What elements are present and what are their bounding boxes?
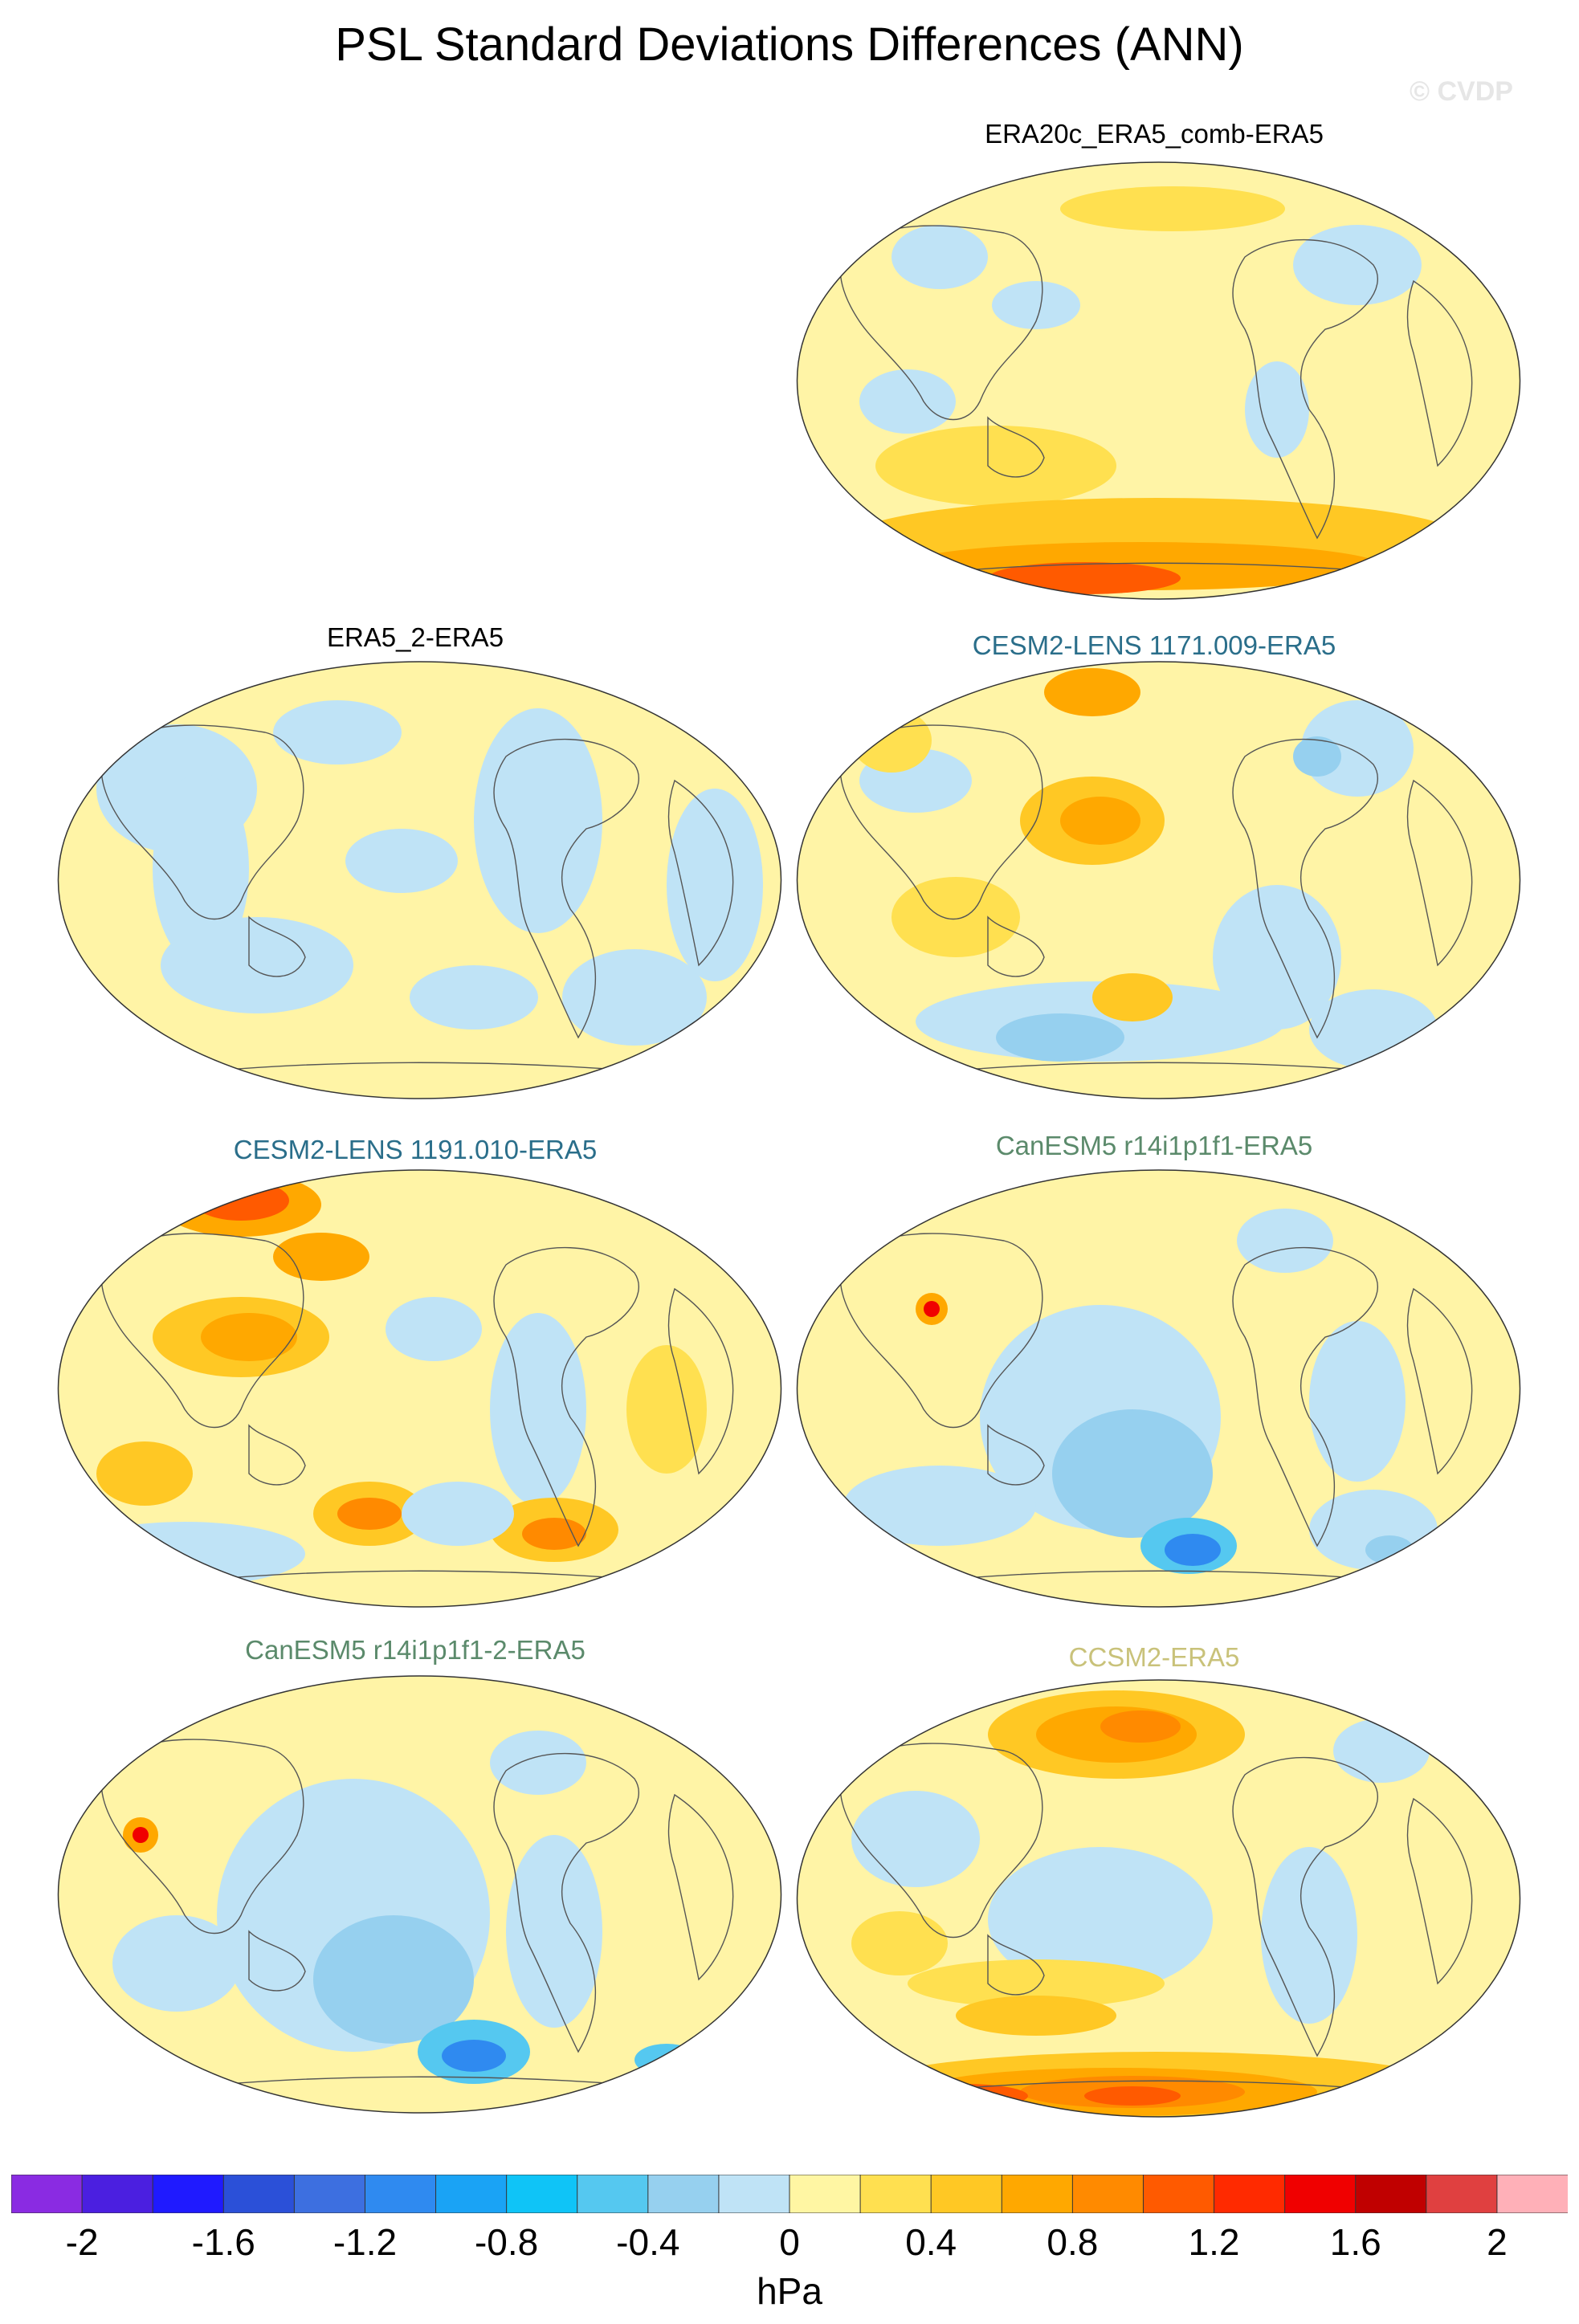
colorbar-segment xyxy=(1001,2175,1074,2213)
colorbar-tick-label: 1.6 xyxy=(1329,2221,1381,2263)
colorbar-segment xyxy=(1496,2175,1568,2213)
map-cesm1191 xyxy=(57,1169,782,1608)
colorbar-tick-label: -0.4 xyxy=(616,2221,680,2263)
panel-title-cesm1171: CESM2-LENS 1171.009-ERA5 xyxy=(972,630,1336,660)
colorbar-tick-label: 1.2 xyxy=(1188,2221,1240,2263)
map-canesm2 xyxy=(57,1675,782,2114)
map-era20c xyxy=(796,161,1521,600)
colorbar-segment xyxy=(81,2175,154,2213)
map-cesm1171 xyxy=(796,661,1521,1099)
colorbar-segment xyxy=(1355,2175,1427,2213)
panel-title-canesm2: CanESM5 r14i1p1f1-2-ERA5 xyxy=(245,1635,585,1665)
colorbar-segment xyxy=(293,2175,366,2213)
colorbar-segment xyxy=(1214,2175,1286,2213)
panel-title-ccsm2: CCSM2-ERA5 xyxy=(1068,1642,1240,1672)
colorbar-segment xyxy=(1142,2175,1215,2213)
colorbar-segment xyxy=(222,2175,296,2213)
colorbar-segment xyxy=(1284,2175,1357,2213)
panel-title-era5-2: ERA5_2-ERA5 xyxy=(326,622,504,652)
panel-title-cesm1191: CESM2-LENS 1191.010-ERA5 xyxy=(233,1135,598,1164)
panel-title-canesm: CanESM5 r14i1p1f1-ERA5 xyxy=(995,1131,1313,1160)
colorbar-segment xyxy=(577,2175,649,2213)
colorbar-segment xyxy=(11,2175,84,2213)
colorbar-tick-label: -1.6 xyxy=(191,2221,255,2263)
colorbar-tick-label: -0.8 xyxy=(474,2221,539,2263)
colorbar-tick-label: 0.8 xyxy=(1047,2221,1099,2263)
colorbar-segment xyxy=(364,2175,437,2213)
figure-title: PSL Standard Deviations Differences (ANN… xyxy=(335,18,1244,71)
panel-title-era20c: ERA20c_ERA5_comb-ERA5 xyxy=(985,119,1324,149)
colorbar-segment xyxy=(647,2175,720,2213)
colorbar-tick-label: 0 xyxy=(779,2221,800,2263)
cvdp-watermark: © CVDP xyxy=(1410,76,1513,107)
map-ccsm2 xyxy=(796,1679,1521,2118)
colorbar-tick-label: -1.2 xyxy=(333,2221,398,2263)
colorbar-segment xyxy=(1071,2175,1144,2213)
colorbar-tick-label: 2 xyxy=(1487,2221,1508,2263)
colorbar-segment xyxy=(506,2175,578,2213)
map-era5-2 xyxy=(57,661,782,1099)
colorbar xyxy=(11,2175,1568,2213)
colorbar-segment xyxy=(1426,2175,1498,2213)
colorbar-segment xyxy=(930,2175,1003,2213)
colorbar-tick-label: -2 xyxy=(65,2221,99,2263)
colorbar-unit-label: hPa xyxy=(757,2270,822,2312)
map-canesm xyxy=(796,1169,1521,1608)
colorbar-segment xyxy=(789,2175,862,2213)
colorbar-tick-label: 0.4 xyxy=(905,2221,957,2263)
colorbar-segment xyxy=(718,2175,791,2213)
colorbar-segment xyxy=(152,2175,225,2213)
colorbar-segment xyxy=(435,2175,508,2213)
colorbar-segment xyxy=(859,2175,932,2213)
